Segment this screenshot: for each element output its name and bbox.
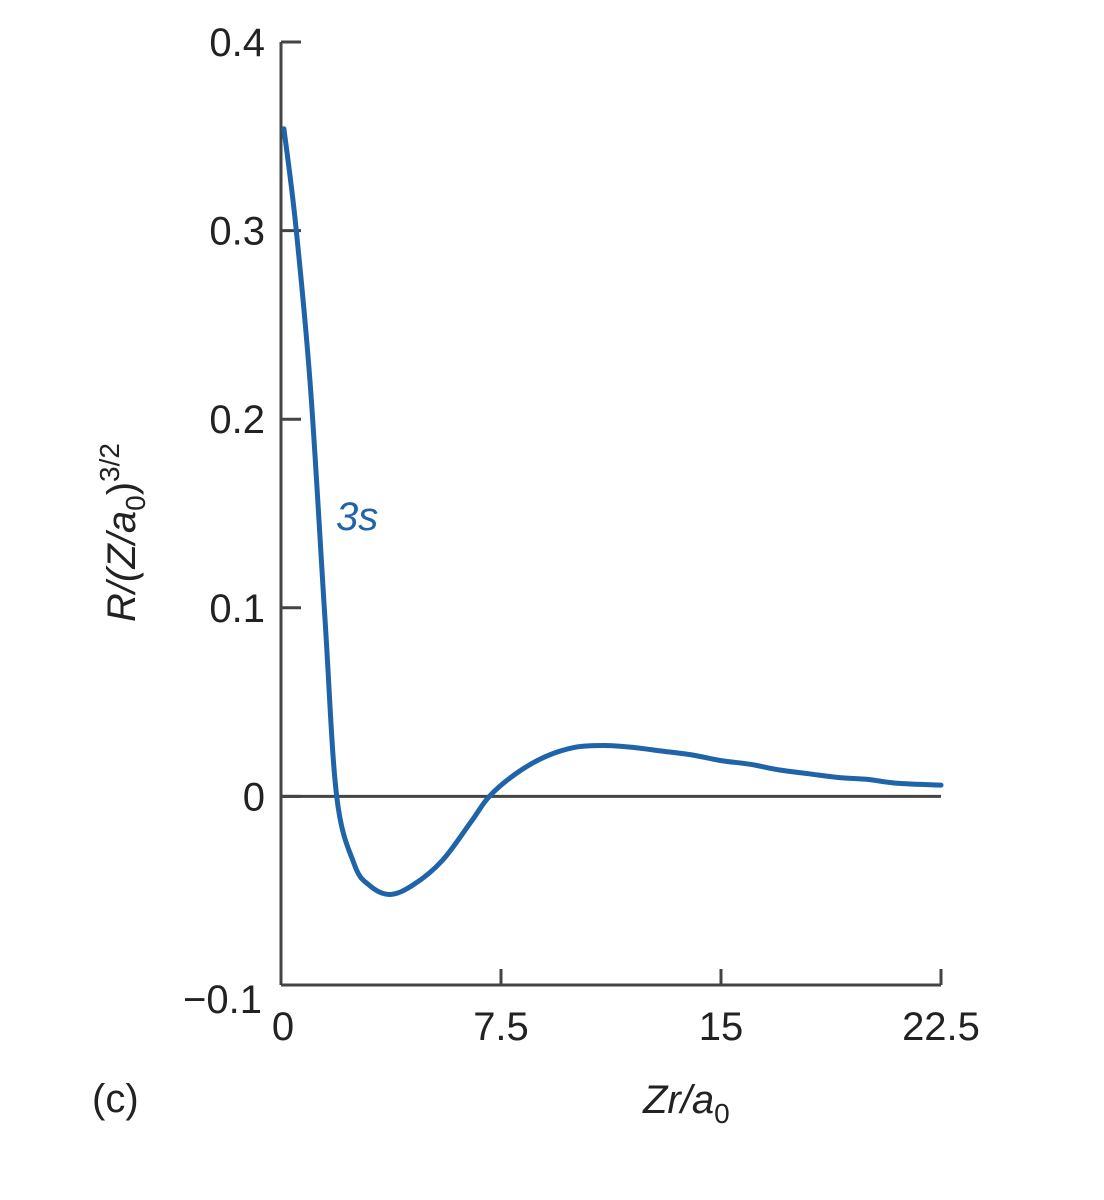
x-axis-title-sub: 0 xyxy=(714,1098,730,1129)
x-axis-title: Zr/a0 xyxy=(642,1078,730,1129)
y-axis-title-post: ) xyxy=(100,482,144,495)
x-axis-title-main: Zr/a xyxy=(642,1078,714,1122)
axes xyxy=(279,40,943,987)
y-axis-title: R/(Z/a0)3/2 xyxy=(94,443,151,622)
x-tick-label: 15 xyxy=(699,1005,744,1049)
x-tick-label: 7.5 xyxy=(473,1005,529,1049)
y-axis-title-pre: R/(Z/a xyxy=(100,511,144,622)
x-tick-label: 0 xyxy=(272,1005,294,1049)
y-tick-label: 0.2 xyxy=(209,398,265,442)
y-tick-label: 0 xyxy=(243,775,265,819)
y-axis-title-sup: 3/2 xyxy=(94,443,125,482)
tick-labels: −0.100.10.20.30.40 7.5 15 22.5 xyxy=(183,21,980,1049)
y-axis-title-sub: 0 xyxy=(120,495,151,511)
x-tick-label: 22.5 xyxy=(902,1005,980,1049)
series-label-3s: 3s xyxy=(336,495,378,539)
y-tick-label: 0.1 xyxy=(209,587,265,631)
y-tick-label: 0.4 xyxy=(209,21,265,65)
y-tick-label: 0.3 xyxy=(209,210,265,254)
series-3s-curve xyxy=(281,126,944,897)
panel-label: (c) xyxy=(92,1077,139,1121)
y-tick-label: −0.1 xyxy=(183,978,262,1022)
